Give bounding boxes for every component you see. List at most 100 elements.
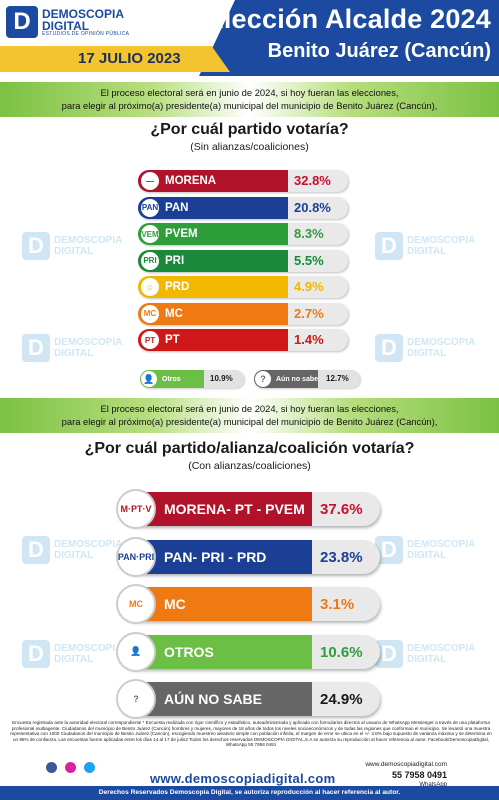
category-label: PT (165, 334, 180, 346)
intro-banner-2: El proceso electoral será en junio de 20… (0, 398, 499, 433)
bar-mc: MC MC 2.7% (138, 302, 348, 325)
bar-label-prd: ☺ PRD (138, 276, 288, 298)
question-1: ¿Por cuál partido votaría? (150, 121, 349, 138)
header: D DEMOSCOPIA DIGITAL ESTUDIOS DE OPINIÓN… (0, 0, 499, 76)
methodology-note: Encuesta registrada ante la autoridad el… (10, 720, 492, 748)
bar-label-pvem: VEM PVEM (138, 223, 288, 245)
bar-label-mc: MC MC (138, 302, 288, 325)
category-label: PRD (165, 281, 190, 293)
rights-bar: Derechos Reservados Demoscopia Digital, … (0, 786, 499, 800)
pt-icon: PT (141, 331, 159, 349)
intro-banner-1: El proceso electoral será en junio de 20… (0, 82, 499, 117)
banner-line2: para elegir al próximo(a) presidente(a) … (61, 100, 438, 111)
question-2-subtitle: (Con alianzas/coaliciones) (188, 460, 311, 472)
category-label: MC (164, 596, 186, 612)
pri-icon: PRI (141, 251, 159, 270)
bar-prd: ☺ PRD 4.9% (138, 276, 348, 298)
category-label: AÚN NO SABE (164, 691, 263, 707)
data-label: 2.7% (294, 305, 324, 321)
bar-pan: PAN PAN 20.8% (138, 196, 348, 219)
data-label: 24.9% (320, 691, 363, 708)
bar-label-pan: PAN PAN (138, 196, 288, 219)
data-label: 1.4% (294, 332, 324, 347)
watermark: D DEMOSCOPIA DIGITAL (22, 334, 122, 362)
data-label: 20.8% (294, 199, 331, 215)
bar-label-pri: PRI PRI (138, 249, 288, 272)
logo-line1: DEMOSCOPIA (42, 6, 125, 21)
logo-icon: D (6, 6, 38, 38)
bar-label-morena: — MORENA (138, 170, 288, 192)
contact-block: www.demoscopiadigital.com 55 7958 0491 W… (365, 760, 447, 790)
watermark: D DEMOSCOPIA DIGITAL (375, 334, 475, 362)
banner-line2: para elegir al próximo(a) presidente(a) … (61, 416, 438, 427)
prd-icon: ☺ (141, 278, 159, 296)
date-bar (0, 46, 230, 72)
bar-mc: MC MC 3.1% (116, 584, 380, 624)
category-label: MORENA (165, 175, 217, 187)
question-2: ¿Por cuál partido/alianza/coalición vota… (84, 440, 415, 457)
date-label: 17 JULIO 2023 (78, 50, 181, 67)
question-1-subtitle: (Sin alianzas/coaliciones) (190, 141, 309, 153)
bar-otros: Otros 👤 10.9% (140, 370, 244, 388)
person-icon: 👤 (116, 631, 156, 672)
person-icon: 👤 (141, 371, 157, 387)
data-label: 23.8% (320, 548, 363, 566)
watermark: D DEMOSCOPIA DIGITAL (22, 640, 122, 668)
bar-label-pt: PT PT (138, 329, 288, 351)
data-label: 8.3% (294, 226, 324, 241)
twitter-icon[interactable] (84, 762, 95, 773)
data-label: 4.9% (294, 279, 324, 294)
data-label: 12.7% (326, 374, 349, 383)
data-label: 37.6% (320, 501, 363, 518)
pvem-icon: VEM (141, 225, 159, 243)
category-label: PRI (165, 254, 185, 267)
data-label: 10.6% (320, 643, 363, 661)
banner-line1: El proceso electoral será en junio de 20… (100, 403, 399, 414)
morena-icon: — (141, 172, 159, 190)
data-label: 3.1% (320, 596, 355, 613)
logo-line3: ESTUDIOS DE OPINIÓN PÚBLICA (42, 30, 130, 37)
watermark: D DEMOSCOPIA DIGITAL (22, 232, 122, 260)
bar-otros: OTROS 👤 10.6% (116, 631, 380, 672)
instagram-icon[interactable] (65, 762, 76, 773)
watermark: D DEMOSCOPIA DIGITAL (375, 232, 475, 260)
data-label: 32.8% (294, 173, 331, 188)
website-link[interactable]: www.demoscopiadigital.com (150, 771, 336, 786)
logo-line2: DIGITAL (42, 18, 90, 33)
page-subtitle: Benito Juárez (Cancún) (267, 40, 491, 62)
category-label: MORENA- PT - PVEM (164, 501, 305, 517)
whatsapp-number[interactable]: 55 7958 0491 (391, 770, 447, 780)
page-title: Elección Alcalde 2024 (205, 4, 491, 34)
category-label: PVEM (165, 228, 198, 240)
bar-pri: PRI PRI 5.5% (138, 249, 348, 272)
category-label: OTROS (164, 643, 214, 660)
question-icon: ? (116, 679, 156, 719)
whatsapp-label: WhatsApp (419, 782, 447, 788)
bar-pt: PT PT 1.4% (138, 329, 348, 351)
category-label: PAN- PRI - PRD (164, 548, 267, 565)
social-links (46, 762, 95, 773)
watermark: D DEMOSCOPIA DIGITAL (375, 640, 475, 668)
bar-pvem: VEM PVEM 8.3% (138, 223, 348, 245)
bar-aun-no-sabe: AÚN NO SABE? 24.9% (116, 679, 380, 719)
pan-icon: PAN (141, 198, 159, 217)
morena-pt-pvem-icon: M·PT·V (116, 489, 156, 529)
watermark: D DEMOSCOPIA DIGITAL (375, 536, 475, 564)
bar-morena-pt-pvem: MORENA- PT - PVEM M·PT·V 37.6% (116, 489, 380, 529)
bar-morena: — MORENA 32.8% (138, 170, 348, 192)
data-label: 5.5% (294, 252, 324, 268)
contact-website[interactable]: www.demoscopiadigital.com (365, 761, 447, 768)
facebook-icon[interactable] (46, 762, 57, 773)
bar-aun-no-sabe: Aún no sabe? 12.7% (254, 370, 360, 388)
data-label: 10.9% (210, 374, 233, 383)
banner-line1: El proceso electoral será en junio de 20… (100, 87, 399, 98)
title-block (199, 0, 499, 76)
watermark: D DEMOSCOPIA DIGITAL (22, 536, 122, 564)
mc-icon: MC (116, 584, 156, 624)
category-label: PAN (165, 201, 189, 214)
mc-icon: MC (141, 304, 159, 323)
logo: D DEMOSCOPIA DIGITAL ESTUDIOS DE OPINIÓN… (6, 6, 129, 38)
category-label: MC (165, 307, 183, 320)
bar-pan-pri-prd: PAN- PRI - PRD PAN·PRI 23.8% (116, 536, 380, 577)
pan-pri-prd-icon: PAN·PRI (116, 536, 156, 577)
